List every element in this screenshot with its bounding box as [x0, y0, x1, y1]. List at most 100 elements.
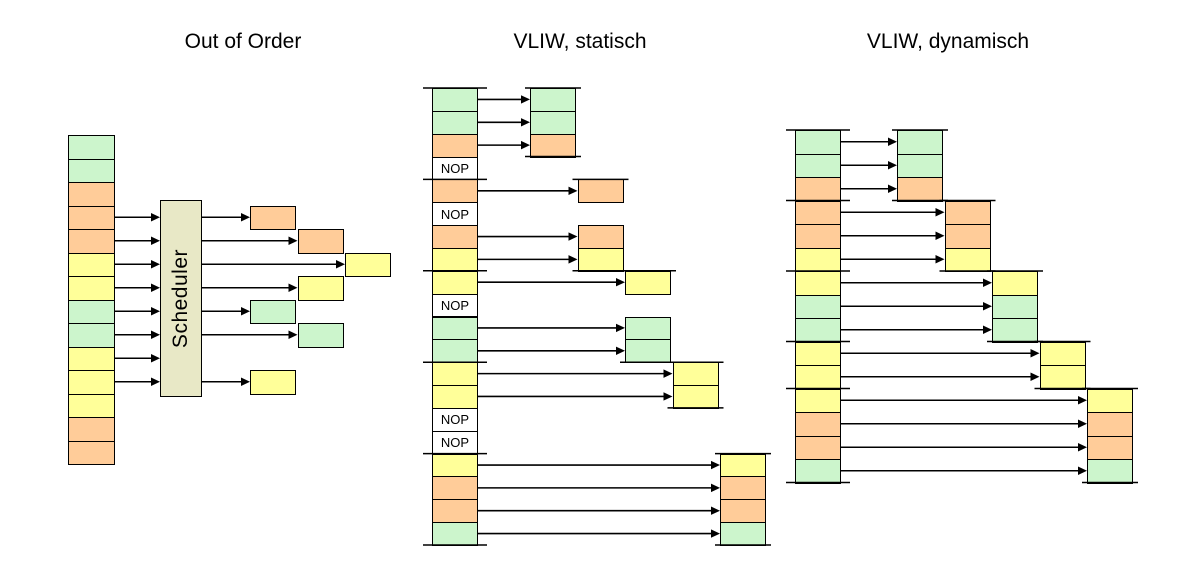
instruction-cell	[795, 388, 841, 413]
instruction-cell	[68, 205, 115, 230]
issue-arrow	[841, 466, 1087, 475]
result-cell	[345, 252, 391, 277]
result-cell	[530, 110, 576, 135]
instruction-cell	[795, 224, 841, 249]
instruction-cell	[432, 362, 478, 387]
issue-arrow	[202, 213, 250, 222]
result-cell	[1087, 412, 1133, 437]
instruction-cell	[68, 323, 115, 348]
instruction-cell	[795, 435, 841, 460]
result-cell	[720, 453, 766, 478]
instruction-cell	[68, 229, 115, 254]
instruction-cell	[68, 393, 115, 418]
result-cell	[1087, 435, 1133, 460]
dispatch-arrow	[115, 330, 160, 339]
instruction-cell	[795, 365, 841, 390]
dispatch-arrow	[115, 283, 160, 292]
issue-arrow	[841, 419, 1087, 428]
instruction-cell	[432, 110, 478, 135]
issue-arrow	[841, 325, 992, 334]
instruction-cell	[68, 440, 115, 465]
result-cell	[625, 270, 671, 295]
result-cell	[944, 247, 991, 272]
issue-arrow	[841, 161, 897, 170]
instruction-cell	[432, 88, 478, 112]
issue-arrow	[478, 118, 530, 127]
result-cell	[250, 205, 296, 230]
result-cell	[1087, 388, 1133, 413]
instruction-cell	[795, 271, 841, 296]
instruction-cell	[795, 130, 841, 155]
instruction-cell	[68, 417, 115, 442]
result-cell	[720, 476, 766, 501]
result-cell	[625, 339, 671, 364]
issue-arrow	[202, 260, 345, 269]
issue-arrow	[841, 184, 897, 193]
instruction-cell	[68, 252, 115, 277]
diagram-title-vliw-static: VLIW, statisch	[513, 30, 647, 53]
instruction-cell	[795, 294, 841, 319]
instruction-cell	[432, 316, 478, 341]
nop-cell: NOP	[432, 407, 478, 432]
instruction-cell	[795, 153, 841, 178]
result-cell	[720, 522, 766, 546]
dispatch-arrow	[115, 377, 160, 386]
instruction-cell	[432, 270, 478, 295]
result-cell	[897, 130, 943, 155]
nop-cell: NOP	[432, 202, 478, 227]
result-cell	[250, 299, 296, 324]
issue-arrow	[478, 186, 578, 196]
nop-cell: NOP	[432, 156, 478, 181]
instruction-cell	[795, 412, 841, 437]
issue-arrow	[841, 349, 1040, 358]
instruction-cell	[795, 177, 841, 202]
issue-arrow	[478, 346, 625, 355]
issue-arrow	[202, 307, 250, 316]
instruction-cell	[795, 247, 841, 272]
result-cell	[992, 271, 1038, 296]
dispatch-arrow	[115, 307, 160, 316]
dispatch-arrow	[115, 236, 160, 245]
instruction-cell	[68, 299, 115, 324]
issue-arrow	[841, 278, 992, 287]
result-cell	[1087, 459, 1133, 484]
issue-arrow	[478, 529, 720, 538]
instruction-cell	[432, 247, 478, 272]
instruction-cell	[432, 225, 478, 249]
dispatch-arrow	[115, 213, 160, 222]
instruction-cell	[795, 200, 841, 225]
result-cell	[992, 294, 1038, 319]
issue-arrow	[841, 396, 1087, 405]
instruction-cell	[68, 182, 115, 207]
issue-arrow	[202, 283, 298, 292]
nop-cell: NOP	[432, 430, 478, 455]
result-cell	[897, 153, 943, 178]
issue-arrow	[841, 443, 1087, 452]
issue-arrow	[478, 323, 625, 333]
result-cell	[720, 499, 766, 524]
result-cell	[944, 200, 991, 225]
issue-arrow	[478, 232, 578, 241]
dispatch-arrow	[115, 354, 160, 363]
issue-arrow	[202, 330, 298, 339]
issue-arrow	[478, 483, 720, 493]
issue-arrow	[841, 137, 897, 146]
dispatch-arrow	[115, 260, 160, 269]
issue-arrow	[841, 208, 945, 217]
result-cell	[577, 179, 624, 204]
result-cell	[577, 225, 624, 249]
instruction-cell	[68, 276, 115, 301]
result-cell	[1039, 365, 1086, 390]
result-cell	[297, 323, 344, 348]
scheduler-box: Scheduler	[160, 200, 202, 397]
instruction-cell	[432, 385, 478, 409]
result-cell	[1039, 341, 1086, 366]
instruction-cell	[432, 339, 478, 364]
issue-arrow	[478, 255, 578, 264]
result-cell	[672, 362, 719, 387]
instruction-cell	[795, 318, 841, 343]
issue-arrow	[478, 140, 530, 150]
instruction-cell	[68, 370, 115, 395]
issue-arrow	[841, 231, 945, 240]
